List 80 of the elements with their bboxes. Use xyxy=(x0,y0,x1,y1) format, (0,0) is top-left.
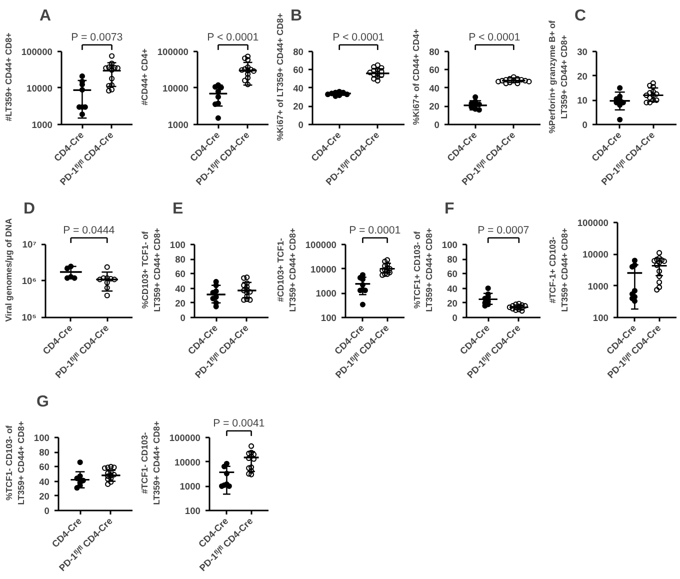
y-axis-title: %Perforin+ granzyme B+ of LT359+ CD44+ CD8+ xyxy=(547,20,570,134)
y-tick-label: 10000 xyxy=(310,264,337,274)
y-tick-label: 80 xyxy=(39,448,50,458)
y-tick-label: 0 xyxy=(434,120,440,130)
y-tick-label: 100 xyxy=(592,313,609,323)
y-tick-label: 0 xyxy=(582,120,588,130)
text: P = 0.0007 xyxy=(478,224,530,236)
y-tick-label: 0 xyxy=(44,506,50,516)
y-tick-label: 20 xyxy=(293,102,304,112)
y-tick-label: 10000 xyxy=(174,457,201,468)
y-tick-label: 100 xyxy=(320,313,337,323)
y-tick-label: 100000 xyxy=(305,240,337,250)
y-tick-label: 10000 xyxy=(582,250,609,260)
y-tick-label: 60 xyxy=(175,269,186,280)
y-tick-label: 40 xyxy=(429,83,440,94)
chart-title: A xyxy=(40,8,52,24)
text: P < 0.0001 xyxy=(468,31,520,44)
y-axis-title: #LT359+ CD44+ CD8+ xyxy=(3,32,14,122)
chart-title: D xyxy=(24,200,36,218)
y-tick-label: 100 xyxy=(170,240,186,250)
y-tick-label: 20 xyxy=(39,491,50,502)
y-tick-label: 20 xyxy=(175,298,186,308)
y-axis-title: %Ki67+ of LT359+ CD44+ CD8+ xyxy=(275,13,286,141)
y-tick-label: 10000 xyxy=(26,83,53,94)
y-tick-label: 60 xyxy=(429,65,440,76)
y-tick-label: 1000 xyxy=(168,120,189,130)
chart-title: F xyxy=(444,200,454,218)
y-tick-label: 10 xyxy=(577,96,588,106)
y-tick-label: 40 xyxy=(447,284,458,294)
y-tick-label: 100 xyxy=(442,240,458,250)
y-tick-label: 10000 xyxy=(162,83,189,94)
y-tick-label: 1000 xyxy=(316,288,337,299)
text: P < 0.0001 xyxy=(207,31,259,44)
y-axis-title: %CD103+ TCF1- of LT359+ CD44+ CD8+ xyxy=(140,228,162,312)
y-tick-label: 60 xyxy=(39,462,50,472)
y-tick-label: 100000 xyxy=(157,46,189,57)
y-axis-title: Viral genomes/µg of DNA xyxy=(4,218,14,322)
y-axis-title: #TCF-1+ CD103- LT359+ CD44+ CD8+ xyxy=(547,228,570,312)
y-tick-label: 20 xyxy=(429,102,440,112)
y-tick-label: 80 xyxy=(429,46,440,57)
text: P = 0.0073 xyxy=(71,31,123,44)
y-axis-title: #CD103+ TCF1- LT359+ CD44+ CD8+ xyxy=(275,228,298,312)
y-tick-label: 80 xyxy=(293,46,304,57)
y-tick-label: 40 xyxy=(39,476,50,487)
chart-title: G xyxy=(36,394,49,410)
y-tick-label: 10⁷ xyxy=(22,239,37,250)
y-tick-label: 0 xyxy=(452,313,458,323)
y-tick-label: 20 xyxy=(577,71,588,82)
y-tick-label: 40 xyxy=(293,83,304,94)
y-tick-label: 60 xyxy=(293,65,304,76)
y-tick-label: 1000 xyxy=(588,281,609,292)
y-tick-label: 30 xyxy=(577,46,588,57)
y-tick-label: 0 xyxy=(298,120,304,130)
y-axis-title: %TCF1+ CD103- of LT359+ CD44+ CD8+ xyxy=(412,228,434,312)
text: P = 0.0444 xyxy=(63,224,115,236)
y-tick-label: 80 xyxy=(447,254,458,265)
chart-title: B xyxy=(290,8,302,24)
y-axis-title: %TCF1- CD103- of LT359+ CD44+ CD8+ xyxy=(4,421,26,505)
y-tick-label: 100000 xyxy=(577,218,609,228)
y-tick-label: 60 xyxy=(447,269,458,280)
chart-title: C xyxy=(574,8,586,24)
text: P < 0.0001 xyxy=(332,31,384,44)
chart-title: E xyxy=(172,200,184,218)
y-tick-label: 10⁵ xyxy=(22,312,37,322)
y-tick-label: 100000 xyxy=(169,432,201,443)
y-tick-label: 1000 xyxy=(32,120,53,130)
y-tick-label: 80 xyxy=(175,254,186,265)
y-tick-label: 100 xyxy=(34,432,50,443)
text: P = 0.0001 xyxy=(349,224,401,236)
y-tick-label: 20 xyxy=(447,298,458,308)
y-tick-label: 10⁶ xyxy=(22,276,36,286)
text: P = 0.0041 xyxy=(213,417,265,430)
y-tick-label: 100000 xyxy=(21,46,53,57)
y-axis-title: #TCF1- CD103- LT359+ CD44+ CD8+ xyxy=(139,421,162,505)
y-tick-label: 40 xyxy=(175,284,186,294)
y-tick-label: 1000 xyxy=(180,482,201,492)
y-tick-label: 100 xyxy=(184,506,201,516)
y-axis-title: %Ki67+ of CD44+ CD4+ xyxy=(411,29,422,125)
y-axis-title: #CD44+ CD4+ xyxy=(139,48,150,106)
y-tick-label: 0 xyxy=(180,313,186,323)
